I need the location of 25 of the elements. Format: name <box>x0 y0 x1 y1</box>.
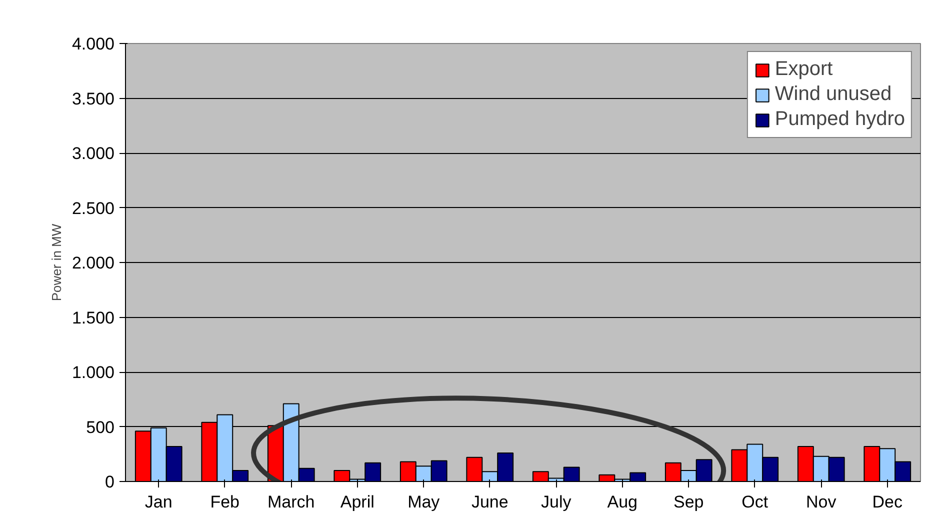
y-tick-label: 1.500 <box>72 308 115 328</box>
legend-label: Wind unused <box>774 83 892 106</box>
y-tick-label: 2.000 <box>72 254 115 272</box>
x-tick-label: Dec <box>872 492 903 512</box>
y-tick-label: 2.500 <box>72 198 115 218</box>
y-tick-label: 3.500 <box>72 89 115 108</box>
x-tick-label: June <box>471 492 508 512</box>
x-tick-label: Oct <box>742 492 768 512</box>
x-tick-label: April <box>340 492 374 512</box>
x-tick-label: Feb <box>210 492 240 512</box>
y-axis-title: Power in MW <box>48 223 64 302</box>
x-tick-label: March <box>268 492 315 512</box>
y-tick-label: 0 <box>105 472 115 492</box>
y-tick-label: 3.000 <box>72 144 115 163</box>
x-tick-label: Nov <box>806 492 837 512</box>
y-tick-label: 500 <box>86 418 115 437</box>
x-tick-label: Sep <box>674 492 704 512</box>
x-tick-label: July <box>541 492 572 512</box>
x-tick-label: Aug <box>607 492 638 512</box>
x-tick-label: May <box>408 492 440 512</box>
y-tick-label: 4.000 <box>72 34 115 54</box>
y-tick-label: 1.000 <box>72 363 115 382</box>
legend-label: Pumped hydro <box>774 108 905 131</box>
legend-label: Export <box>774 58 833 81</box>
x-tick-label: Jan <box>144 492 172 512</box>
